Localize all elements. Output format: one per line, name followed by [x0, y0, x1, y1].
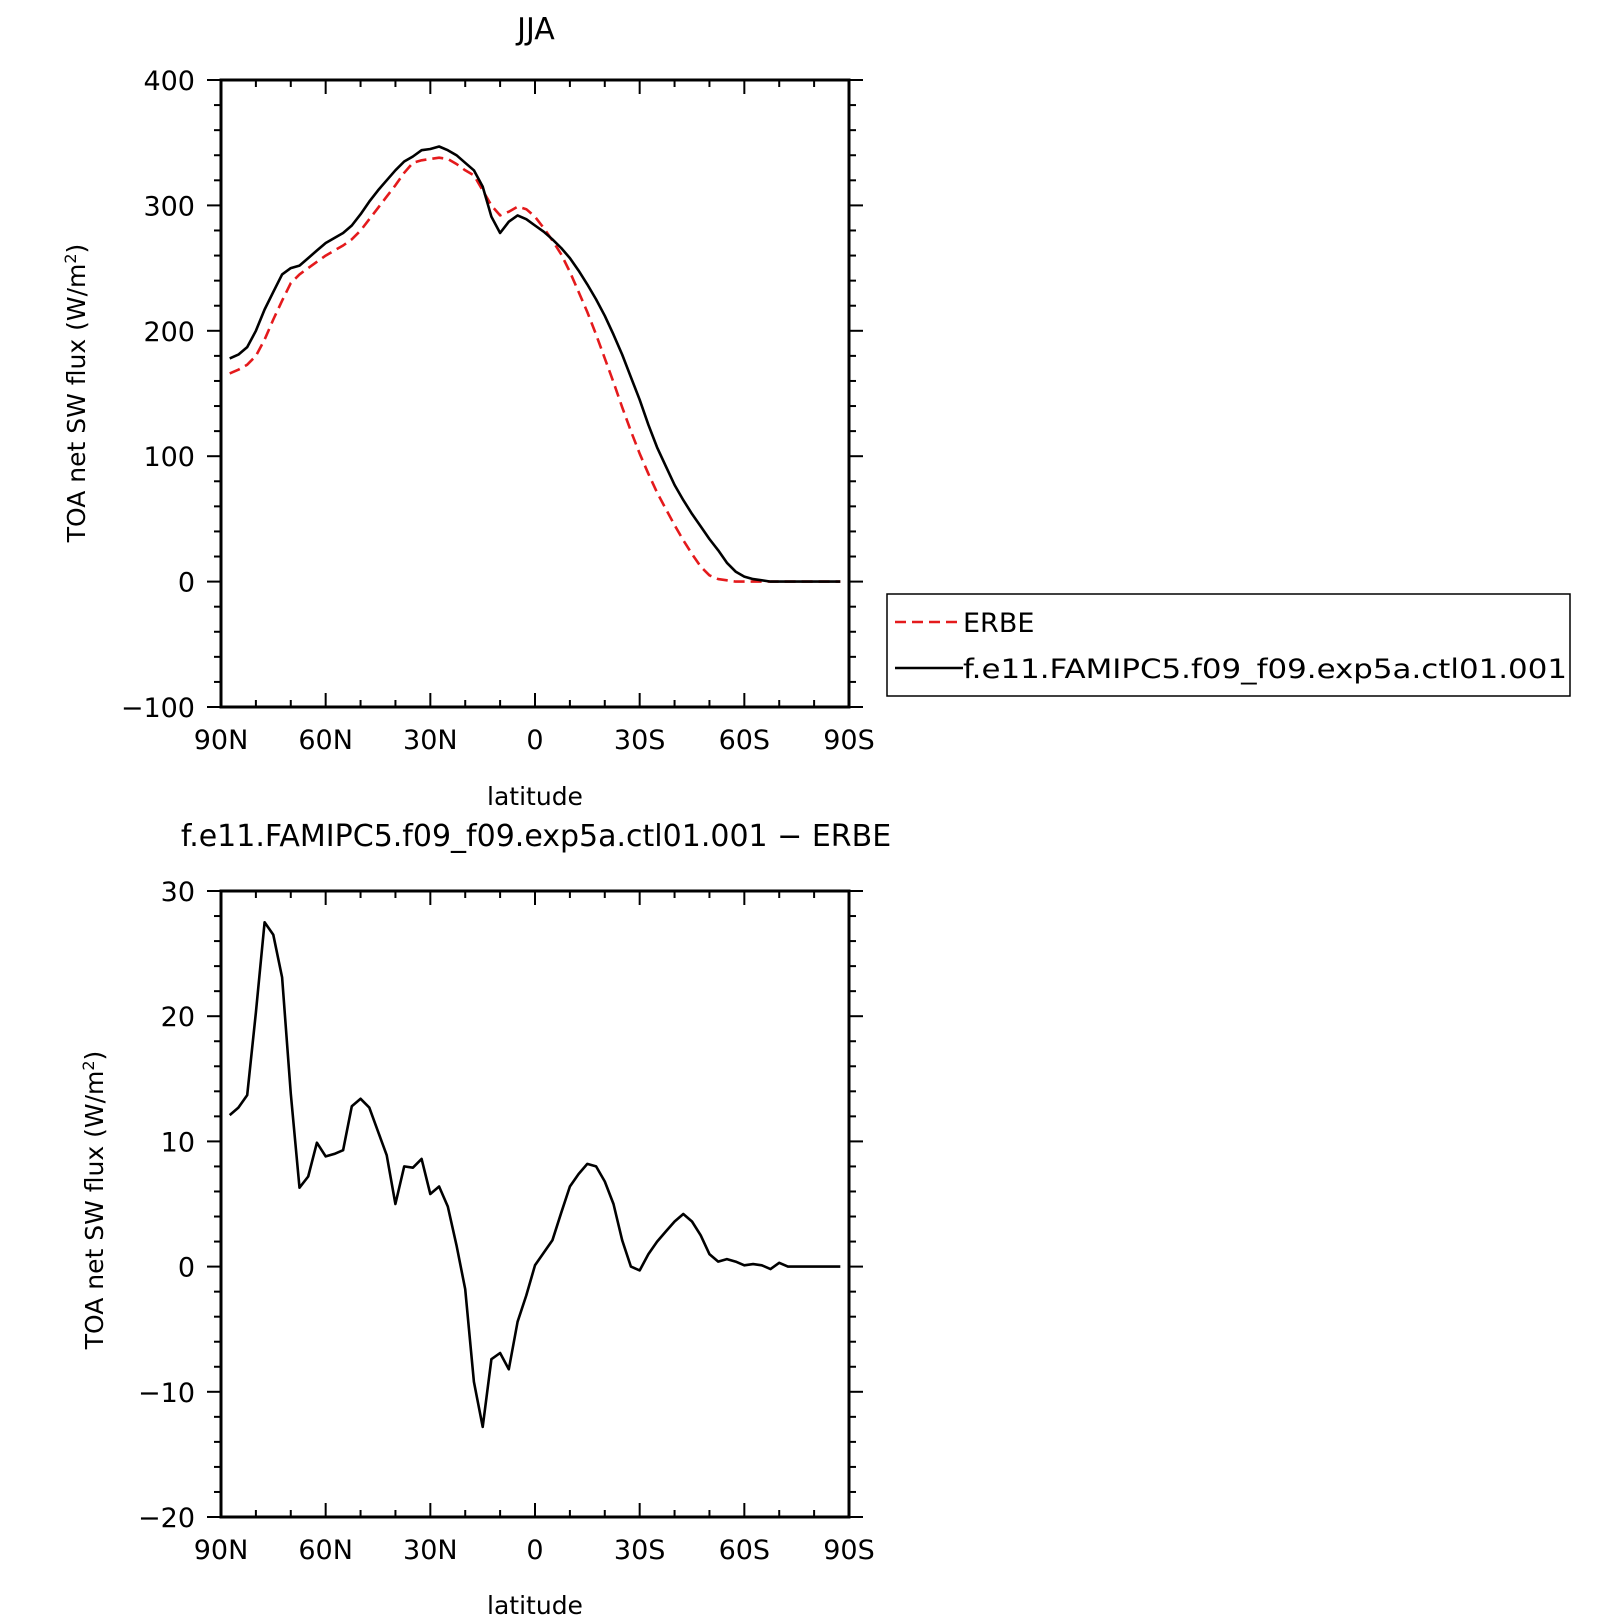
bottom-series-group	[228, 920, 841, 1429]
top-y-tick-label: 400	[143, 66, 195, 97]
bottom-y-tick-label: −10	[138, 1378, 195, 1409]
top-title: JJA	[515, 12, 555, 47]
bottom-y-tick-label: 10	[161, 1127, 195, 1158]
top-x-tick-label: 30N	[403, 725, 458, 756]
bottom-x-tick-label: 90N	[194, 1535, 249, 1566]
bottom-x-tick-label: 30N	[403, 1535, 458, 1566]
top-plot-frame	[219, 78, 851, 709]
top-x-tick-label: 0	[526, 725, 543, 756]
top-y-tick-label: 200	[143, 317, 195, 348]
bottom-y-tick-label: 30	[161, 877, 195, 908]
top-y-tick-label: 0	[178, 568, 195, 599]
top-y-tick-label: 100	[143, 442, 195, 473]
top-x-tick-label: 90N	[194, 725, 249, 756]
top-series-line-1	[229, 145, 841, 583]
bottom-series-line-0	[228, 920, 841, 1429]
top-x-tick-label: 30S	[614, 725, 666, 756]
top-x-axis-title: latitude	[487, 782, 583, 811]
bottom-ticks-group: 90N 60N 30N 0 30S 60S 90S 30 20 10 0 −10 −20	[138, 877, 875, 1566]
bottom-x-tick-label: 60S	[719, 1535, 771, 1566]
top-panel: JJA 90N 60N 30N 0 30S 60S 90S 400 300 200 100 0 −100…	[61, 12, 875, 811]
top-series-line-0	[229, 156, 841, 583]
top-series-group	[229, 145, 841, 583]
legend-label-model: f.e11.FAMIPC5.f09_f09.exp5a.ctl01.001	[963, 654, 1567, 685]
bottom-plot-frame	[219, 889, 851, 1519]
bottom-y-axis-title: TOA net SW flux (W/m2)	[79, 1051, 110, 1351]
legend-label-erbe: ERBE	[963, 608, 1034, 639]
top-x-tick-label: 60N	[298, 725, 353, 756]
top-x-tick-label: 90S	[823, 725, 875, 756]
top-x-tick-label: 60S	[719, 725, 771, 756]
bottom-x-tick-label: 60N	[298, 1535, 353, 1566]
bottom-x-tick-label: 30S	[614, 1535, 666, 1566]
top-y-tick-label: −100	[121, 693, 195, 724]
bottom-y-axis-title-sup: 2	[79, 1060, 98, 1070]
bottom-x-tick-label: 90S	[823, 1535, 875, 1566]
legend: ERBE f.e11.FAMIPC5.f09_f09.exp5a.ctl01.0…	[886, 593, 1571, 697]
bottom-x-tick-label: 0	[526, 1535, 543, 1566]
bottom-panel: f.e11.FAMIPC5.f09_f09.exp5a.ctl01.001 − …	[79, 819, 892, 1619]
top-y-axis-title-sup: 2	[61, 253, 80, 263]
bottom-x-axis-title: latitude	[487, 1591, 583, 1619]
bottom-y-tick-label: 20	[161, 1002, 195, 1033]
top-y-axis-title-main: TOA net SW flux (W/m	[62, 264, 91, 544]
bottom-y-tick-label: −20	[138, 1503, 195, 1534]
top-y-tick-label: 300	[143, 191, 195, 222]
legend-box	[886, 593, 1571, 697]
bottom-y-axis-title-close: )	[80, 1051, 109, 1061]
top-y-axis-title-close: )	[62, 244, 91, 254]
top-y-axis-title: TOA net SW flux (W/m2)	[61, 244, 92, 544]
bottom-y-axis-title-main: TOA net SW flux (W/m	[80, 1071, 109, 1351]
bottom-title: f.e11.FAMIPC5.f09_f09.exp5a.ctl01.001 − …	[181, 819, 891, 854]
top-ticks-group: 90N 60N 30N 0 30S 60S 90S 400 300 200 100 0 −100	[121, 66, 875, 756]
bottom-y-tick-label: 0	[178, 1253, 195, 1284]
